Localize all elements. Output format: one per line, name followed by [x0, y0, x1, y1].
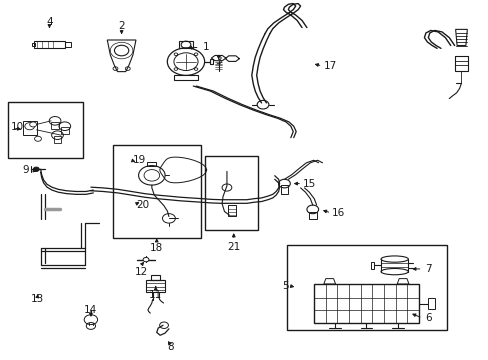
Text: 19: 19 [132, 155, 145, 165]
Circle shape [30, 122, 37, 127]
Text: 10: 10 [10, 122, 23, 132]
Bar [23, 121, 37, 135]
Text: 5: 5 [281, 281, 288, 291]
Text: 13: 13 [31, 294, 44, 304]
Bar [205, 156, 258, 230]
Text: 11: 11 [149, 291, 162, 301]
Bar [54, 136, 61, 143]
Bar [147, 162, 156, 166]
Text: 12: 12 [134, 267, 147, 277]
Text: 18: 18 [150, 243, 163, 253]
Text: 17: 17 [323, 61, 336, 71]
Text: 6: 6 [424, 313, 430, 323]
Text: 15: 15 [303, 179, 316, 189]
Text: 21: 21 [227, 242, 240, 252]
Text: 20: 20 [136, 200, 149, 210]
Bar [32, 43, 35, 46]
Bar [179, 41, 192, 48]
Bar [146, 280, 165, 292]
Circle shape [143, 257, 149, 262]
Bar [313, 284, 418, 323]
Bar [280, 185, 288, 194]
Text: 7: 7 [424, 264, 430, 274]
Circle shape [35, 136, 41, 141]
Bar [210, 59, 212, 64]
Bar [227, 206, 235, 216]
Bar [8, 102, 82, 158]
Text: 8: 8 [167, 342, 173, 352]
Bar [61, 127, 69, 134]
Bar [370, 262, 373, 269]
Bar [174, 75, 198, 80]
Bar [113, 145, 200, 238]
Text: 14: 14 [84, 305, 97, 315]
Bar [427, 298, 434, 309]
Bar [287, 245, 446, 330]
Bar [51, 122, 59, 129]
Bar [308, 212, 316, 220]
Text: 4: 4 [46, 17, 53, 27]
Text: 9: 9 [22, 165, 29, 175]
Text: 1: 1 [203, 42, 209, 52]
Text: 16: 16 [331, 208, 345, 218]
Bar [454, 56, 468, 71]
Circle shape [33, 167, 39, 171]
Bar [65, 42, 71, 47]
Bar [34, 41, 65, 48]
Text: 3: 3 [215, 56, 222, 66]
Text: 2: 2 [118, 21, 124, 31]
Bar [151, 275, 160, 280]
